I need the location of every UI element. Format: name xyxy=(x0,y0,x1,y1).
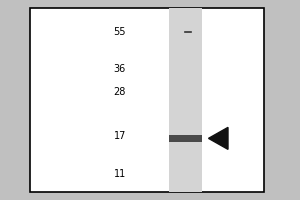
Text: 28: 28 xyxy=(114,87,126,97)
Text: 55: 55 xyxy=(113,27,126,37)
Bar xyxy=(169,135,202,142)
Polygon shape xyxy=(208,127,228,149)
Text: 17: 17 xyxy=(114,131,126,141)
Bar xyxy=(30,8,264,192)
Text: 36: 36 xyxy=(114,64,126,74)
Text: 11: 11 xyxy=(114,169,126,179)
Bar xyxy=(169,8,202,192)
